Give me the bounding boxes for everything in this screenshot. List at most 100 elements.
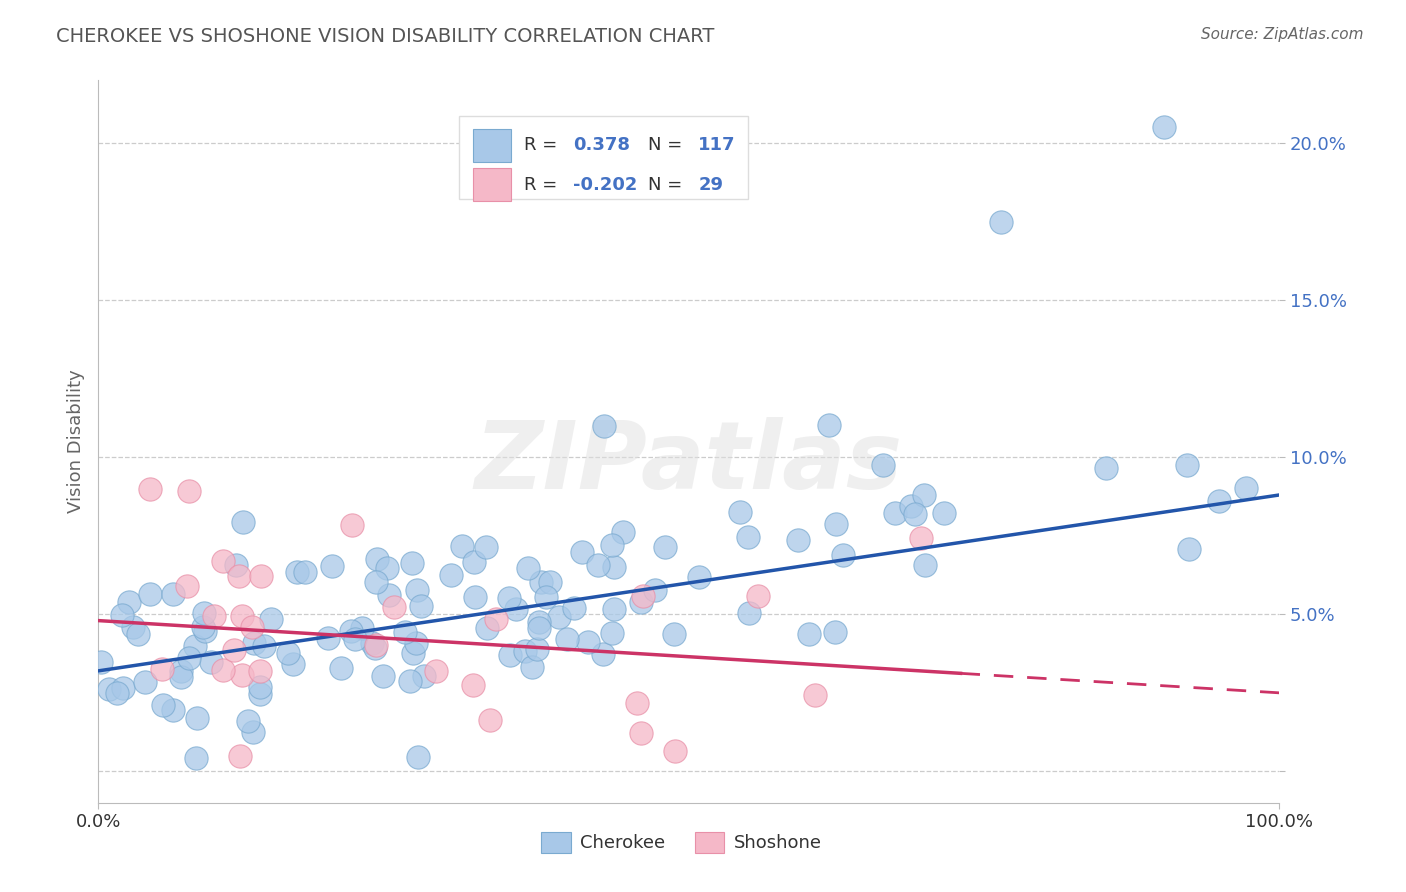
Point — [592, 418, 614, 433]
Point — [451, 539, 474, 553]
Point — [932, 506, 955, 520]
Point — [797, 627, 820, 641]
Point — [600, 626, 623, 640]
Point — [832, 548, 855, 562]
Point — [477, 622, 499, 636]
Text: 29: 29 — [699, 176, 724, 194]
Point — [249, 687, 271, 701]
Point — [176, 579, 198, 593]
Point — [150, 662, 173, 676]
Point — [118, 595, 141, 609]
FancyBboxPatch shape — [458, 117, 748, 200]
Point — [260, 612, 283, 626]
Point — [602, 538, 624, 552]
Point — [170, 670, 193, 684]
Point — [612, 524, 634, 539]
Point — [366, 638, 388, 652]
Point — [111, 607, 134, 622]
Point — [229, 749, 252, 764]
Point — [912, 488, 935, 502]
Text: N =: N = — [648, 136, 688, 154]
Point — [236, 714, 259, 728]
Point — [225, 558, 247, 572]
Point — [364, 575, 387, 590]
Point — [375, 561, 398, 575]
Point — [90, 655, 112, 669]
Point — [406, 749, 429, 764]
Point — [411, 599, 433, 613]
Point — [461, 677, 484, 691]
Point — [105, 686, 128, 700]
Point — [281, 657, 304, 671]
Point — [1234, 481, 1257, 495]
Point — [228, 568, 250, 582]
Point — [530, 575, 553, 590]
Point — [394, 625, 416, 640]
Point — [576, 635, 599, 649]
Point — [804, 688, 827, 702]
Point — [139, 586, 162, 600]
Point — [527, 621, 550, 635]
Point — [990, 214, 1012, 228]
Point — [1153, 120, 1175, 135]
Point — [249, 680, 271, 694]
Point — [412, 669, 434, 683]
Point — [547, 610, 569, 624]
Point — [399, 674, 422, 689]
Point — [212, 554, 235, 568]
Point — [222, 643, 245, 657]
Point — [513, 644, 536, 658]
Point — [184, 751, 207, 765]
Point — [170, 665, 193, 679]
Point — [654, 541, 676, 555]
Point — [603, 601, 626, 615]
Point — [1175, 458, 1198, 472]
Point — [557, 632, 579, 646]
Point — [571, 545, 593, 559]
Point — [329, 661, 352, 675]
Point — [520, 660, 543, 674]
Text: Cherokee: Cherokee — [581, 833, 665, 852]
Point — [485, 612, 508, 626]
Point — [184, 639, 207, 653]
Point — [350, 621, 373, 635]
Point — [1178, 542, 1201, 557]
Point — [139, 482, 162, 496]
Text: 117: 117 — [699, 136, 735, 154]
Point — [664, 626, 686, 640]
Point — [631, 589, 654, 603]
Point — [344, 632, 367, 646]
Point — [193, 624, 215, 638]
Point — [242, 725, 264, 739]
Point — [401, 557, 423, 571]
Point — [900, 499, 922, 513]
Point — [728, 505, 751, 519]
Point — [562, 601, 585, 615]
Bar — [695, 831, 724, 854]
Point — [425, 664, 447, 678]
Point — [603, 560, 626, 574]
Point — [644, 582, 666, 597]
Point — [737, 530, 759, 544]
Point — [464, 591, 486, 605]
Point — [872, 458, 894, 473]
Point — [405, 582, 427, 597]
Point — [538, 575, 561, 590]
Point — [505, 601, 527, 615]
Point — [152, 698, 174, 713]
Point — [626, 696, 648, 710]
Text: CHEROKEE VS SHOSHONE VISION DISABILITY CORRELATION CHART: CHEROKEE VS SHOSHONE VISION DISABILITY C… — [56, 27, 714, 45]
Point — [321, 559, 343, 574]
Point — [463, 555, 485, 569]
Point — [517, 561, 540, 575]
Point — [366, 551, 388, 566]
Point — [405, 636, 427, 650]
Point — [664, 744, 686, 758]
Point — [277, 646, 299, 660]
Text: N =: N = — [648, 176, 688, 194]
Point — [287, 566, 309, 580]
Point — [787, 533, 810, 547]
Text: -0.202: -0.202 — [574, 176, 637, 194]
Point — [382, 599, 405, 614]
Point — [240, 620, 263, 634]
